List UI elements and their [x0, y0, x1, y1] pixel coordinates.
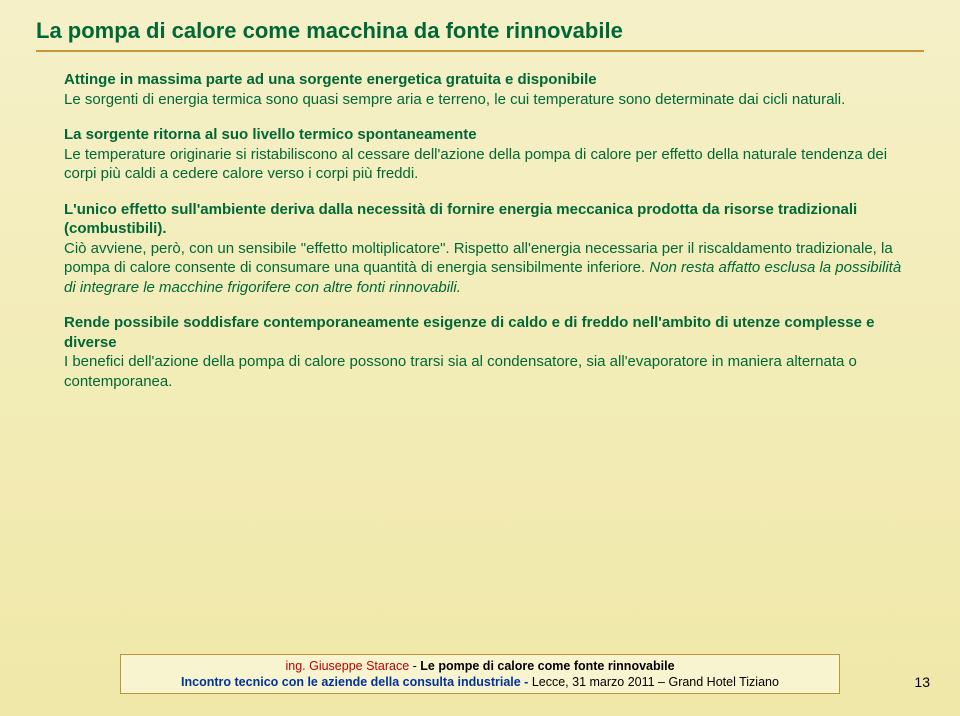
footer-location: Lecce, 31 marzo 2011 – Grand Hotel Tizia…	[532, 675, 779, 689]
footer-talk-title: Le pompe di calore come fonte rinnovabil…	[420, 659, 674, 673]
p2-heading: La sorgente ritorna al suo livello termi…	[64, 126, 477, 143]
footer-line-1: ing. Giuseppe Starace - Le pompe di calo…	[129, 658, 831, 674]
p1-heading: Attinge in massima parte ad una sorgente…	[64, 71, 597, 88]
footer-author-prefix: ing.	[285, 659, 309, 673]
slide: La pompa di calore come macchina da font…	[0, 0, 960, 716]
title-underline	[36, 50, 924, 52]
p2-body: Le temperature originarie si ristabilisc…	[64, 146, 887, 183]
paragraph-4: Rende possibile soddisfare contemporanea…	[64, 313, 906, 391]
p4-body: I benefici dell'azione della pompa di ca…	[64, 353, 857, 390]
p1-body: Le sorgenti di energia termica sono quas…	[64, 91, 845, 108]
p3-heading: L'unico effetto sull'ambiente deriva dal…	[64, 201, 857, 238]
footer-author: Giuseppe Starace	[309, 659, 413, 673]
footer-line-2: Incontro tecnico con le aziende della co…	[129, 674, 831, 690]
page-number: 13	[914, 674, 930, 690]
content-area: Attinge in massima parte ad una sorgente…	[36, 70, 924, 391]
footer-box: ing. Giuseppe Starace - Le pompe di calo…	[120, 654, 840, 695]
p4-heading: Rende possibile soddisfare contemporanea…	[64, 314, 874, 351]
slide-title: La pompa di calore come macchina da font…	[36, 18, 924, 44]
footer-event: Incontro tecnico con le aziende della co…	[181, 675, 532, 689]
paragraph-3: L'unico effetto sull'ambiente deriva dal…	[64, 200, 906, 298]
paragraph-1: Attinge in massima parte ad una sorgente…	[64, 70, 906, 109]
paragraph-2: La sorgente ritorna al suo livello termi…	[64, 125, 906, 184]
